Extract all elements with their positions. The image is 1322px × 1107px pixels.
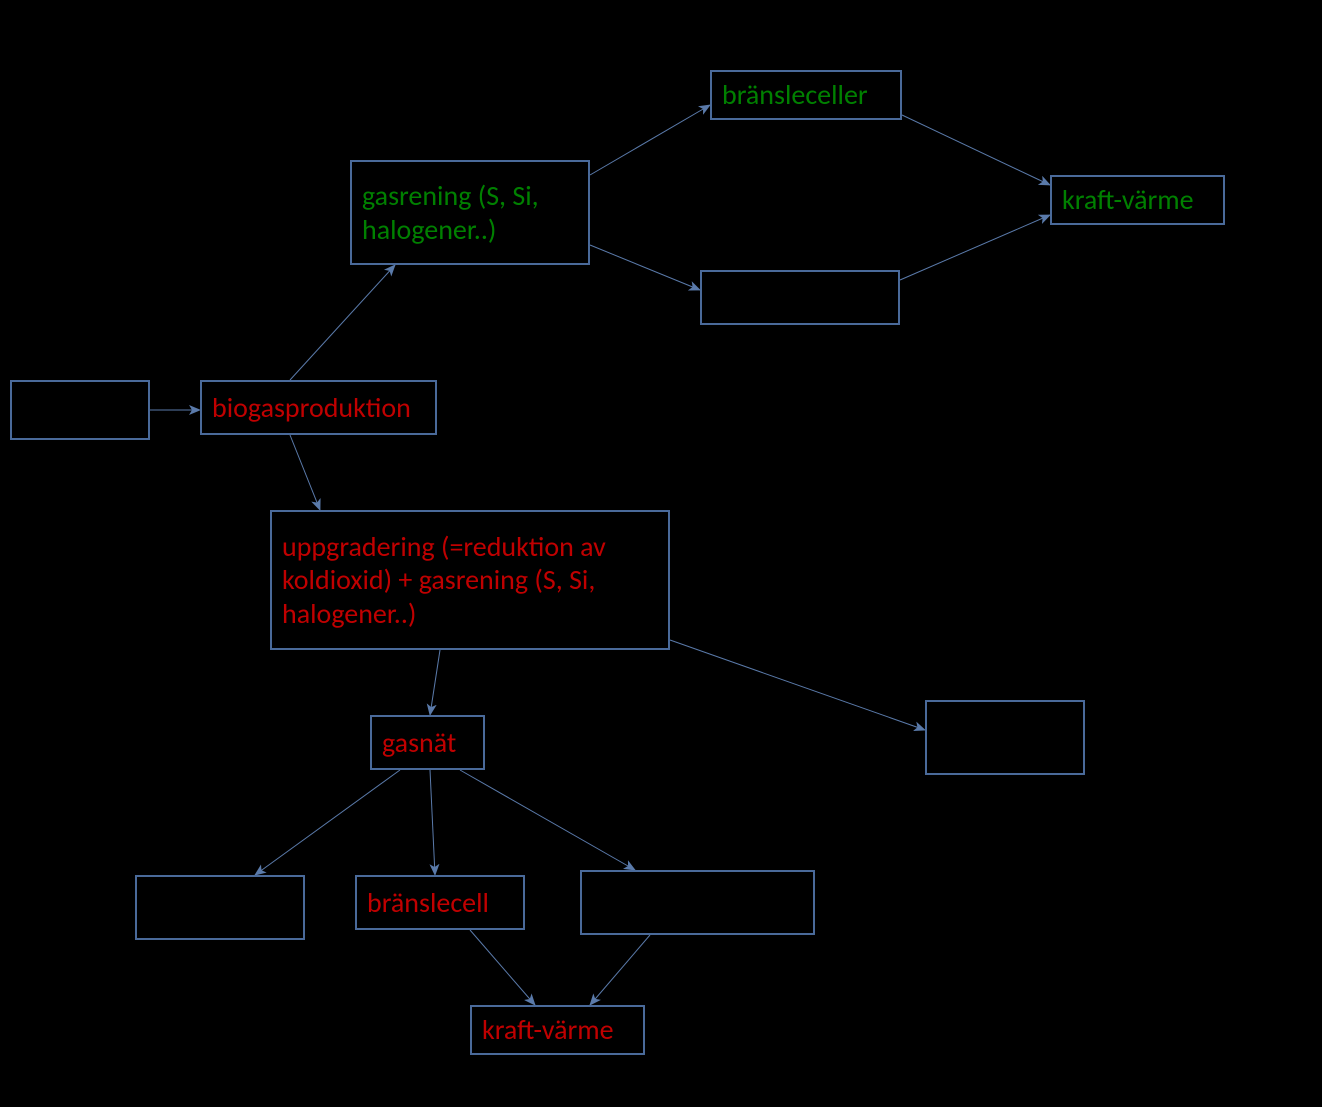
edge-branslecell-to-kraftvarme_r xyxy=(470,930,535,1005)
edge-gasrening-to-bransleceller xyxy=(590,105,710,175)
node-uppgradering: uppgradering (=reduktion av koldioxid) +… xyxy=(270,510,670,650)
node-kraftvarme_r: kraft-värme xyxy=(470,1005,645,1055)
edge-empty_top-to-kraftvarme_g xyxy=(900,215,1050,280)
edge-empty_br-to-kraftvarme_r xyxy=(590,935,650,1005)
node-kraftvarme_g: kraft-värme xyxy=(1050,175,1225,225)
edge-gasnat-to-branslecell xyxy=(430,770,435,875)
node-biogas: biogasproduktion xyxy=(200,380,437,435)
node-empty_top xyxy=(700,270,900,325)
node-input xyxy=(10,380,150,440)
node-gasrening: gasrening (S, Si, halogener..) xyxy=(350,160,590,265)
edge-bransleceller-to-kraftvarme_g xyxy=(902,115,1050,185)
edge-uppgradering-to-gasnat xyxy=(430,650,440,715)
node-empty_br xyxy=(580,870,815,935)
edge-gasnat-to-empty_br xyxy=(460,770,635,870)
node-branslecell: bränslecell xyxy=(355,875,525,930)
node-empty_bl xyxy=(135,875,305,940)
node-bransleceller: bränsleceller xyxy=(710,70,902,120)
edge-gasrening-to-empty_top xyxy=(590,245,700,290)
node-empty_right xyxy=(925,700,1085,775)
edge-gasnat-to-empty_bl xyxy=(255,770,400,875)
node-gasnat: gasnät xyxy=(370,715,485,770)
edge-uppgradering-to-empty_right xyxy=(670,640,925,730)
edge-biogas-to-uppgradering xyxy=(290,435,320,510)
edge-biogas-to-gasrening xyxy=(290,265,395,380)
